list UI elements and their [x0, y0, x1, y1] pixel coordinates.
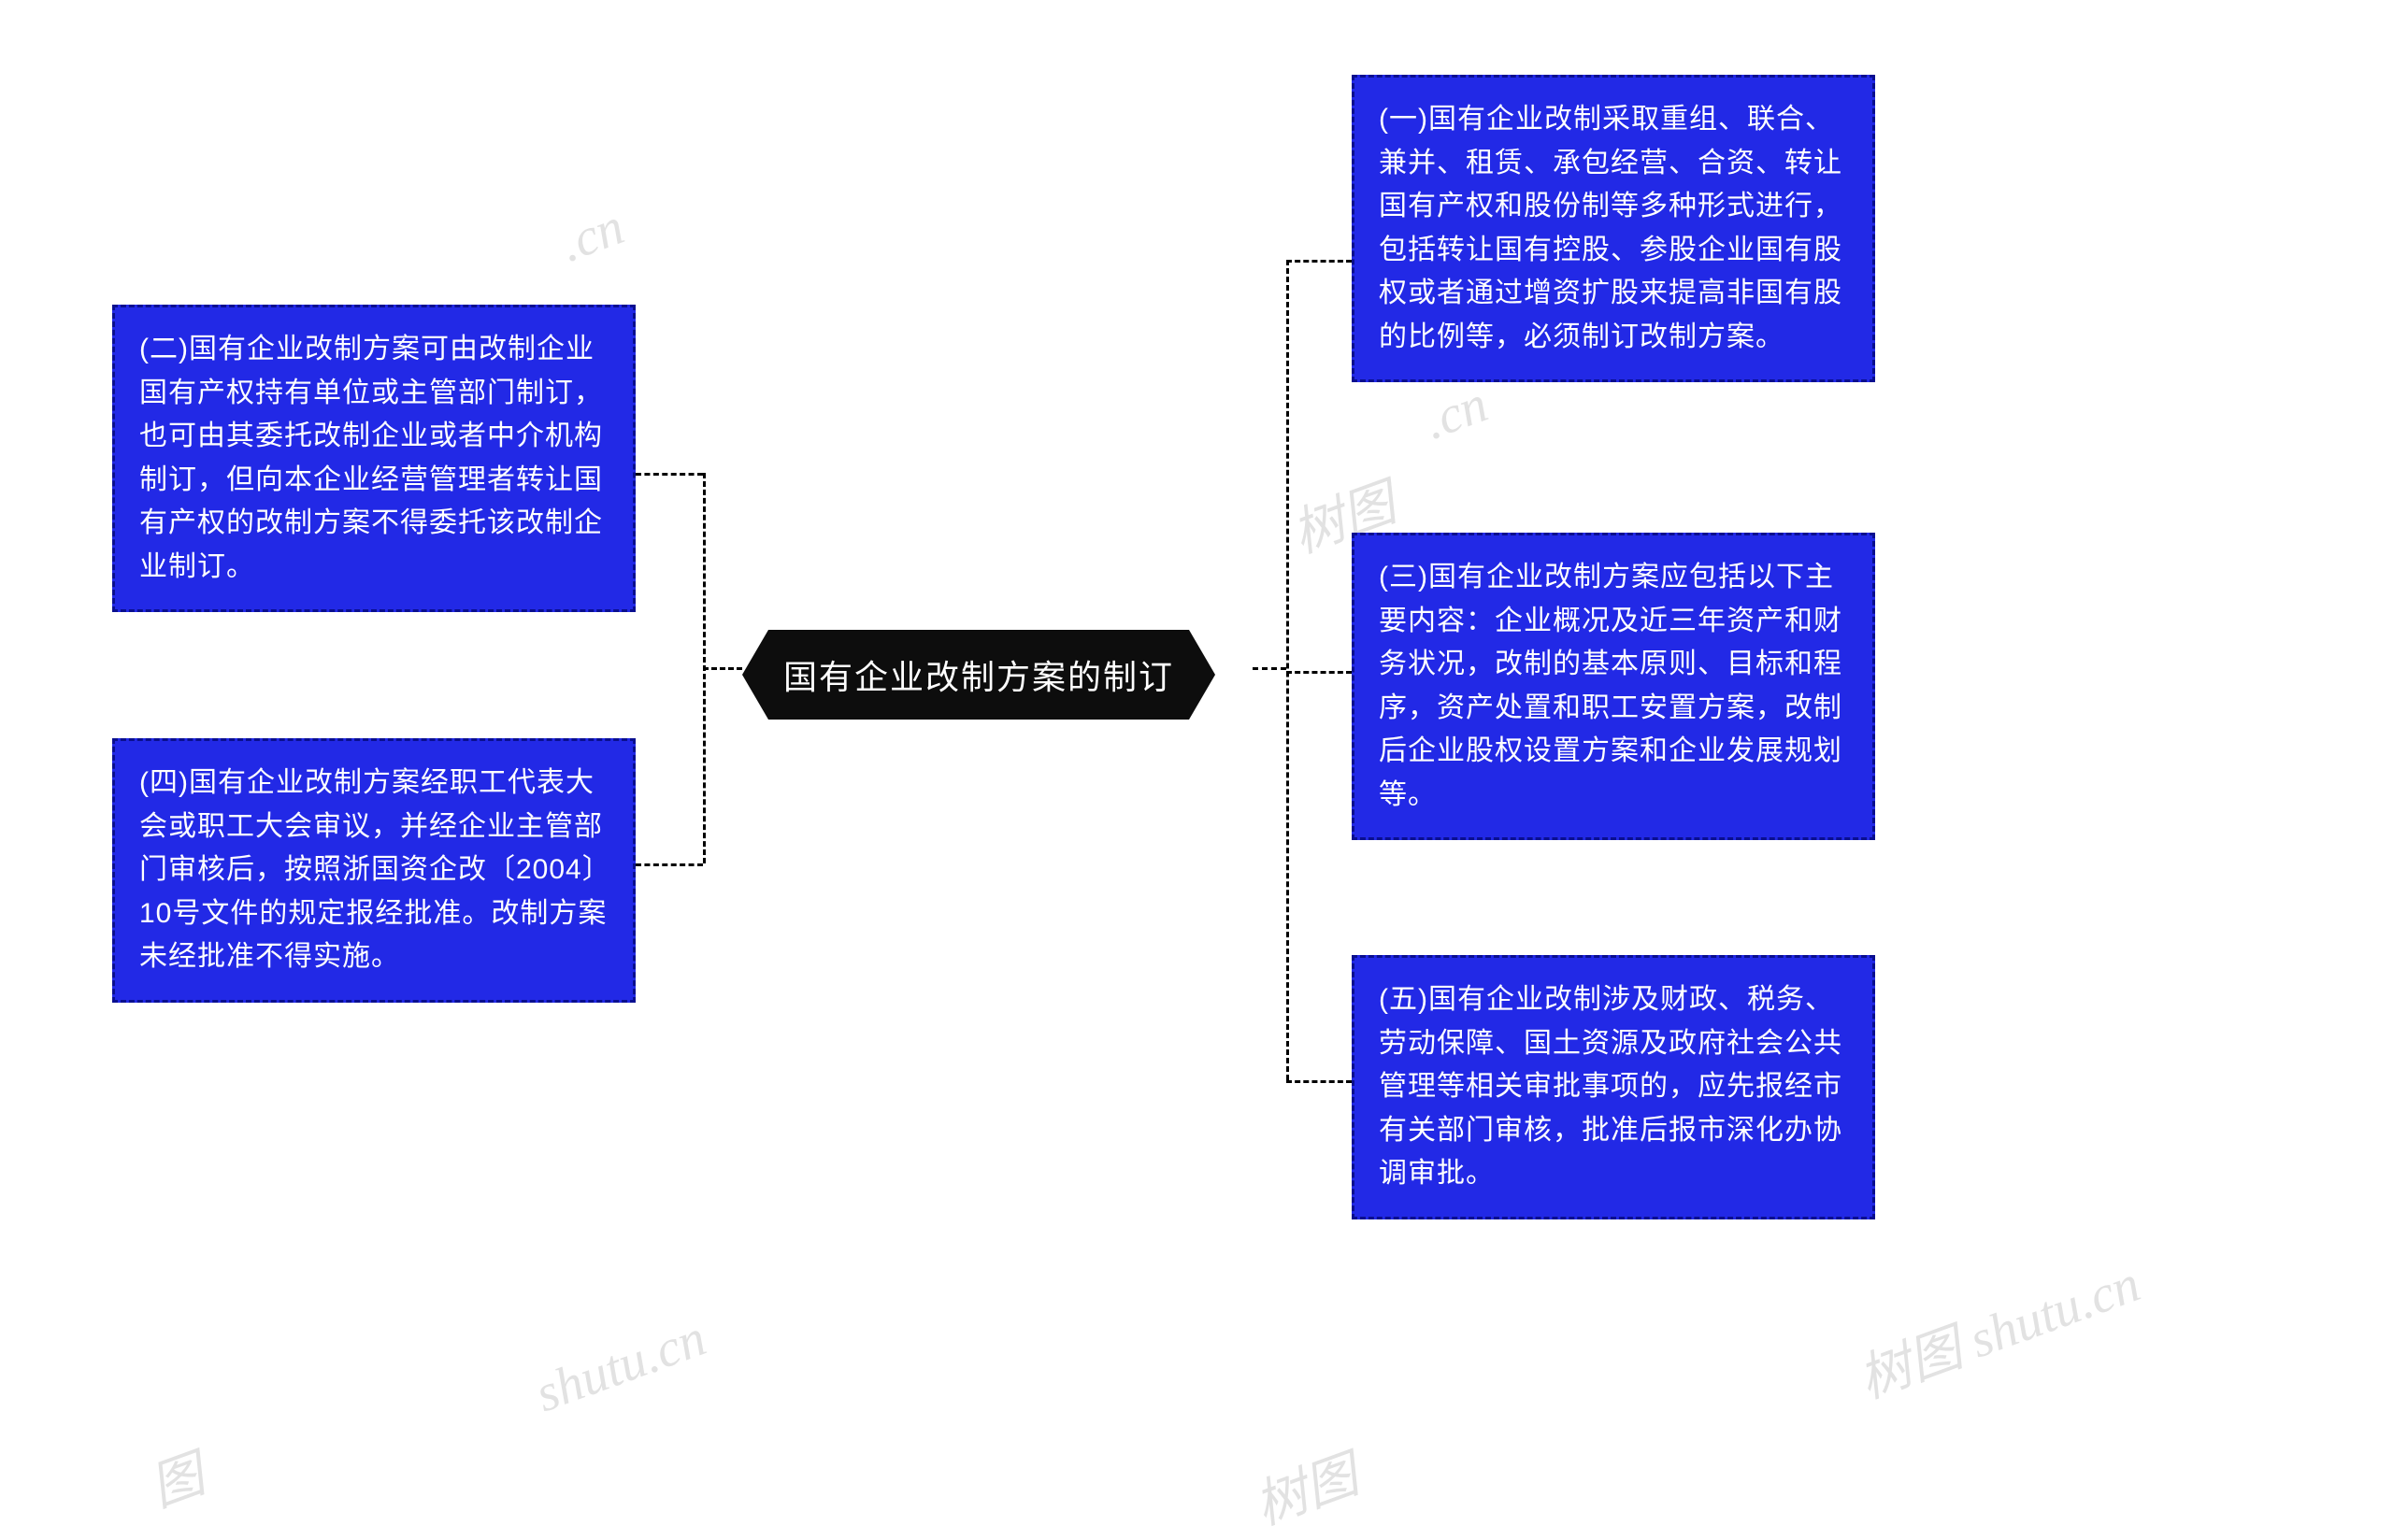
connector — [1286, 671, 1352, 674]
node-1: (一)国有企业改制采取重组、联合、兼并、租赁、承包经营、合资、转让国有产权和股份… — [1352, 75, 1875, 382]
center-node: 国有企业改制方案的制订 — [742, 630, 1215, 720]
node-4: (四)国有企业改制方案经职工代表大会或职工大会审议，并经企业主管部门审核后，按照… — [112, 738, 636, 1003]
node-3: (三)国有企业改制方案应包括以下主要内容：企业概况及近三年资产和财务状况，改制的… — [1352, 533, 1875, 840]
watermark: shutu.cn — [528, 1308, 714, 1425]
mindmap-diagram: .cn .cn 树图 shutu.cn 树图 shutu.cn 图 树图 国有企… — [0, 0, 2393, 1509]
connector — [1286, 260, 1289, 1080]
connector — [1253, 667, 1286, 670]
connector — [703, 473, 706, 863]
connector — [703, 667, 742, 670]
watermark: 树图 — [1243, 1433, 1368, 1539]
watermark: .cn — [552, 196, 632, 274]
connector — [636, 863, 703, 866]
node-5: (五)国有企业改制涉及财政、税务、劳动保障、国土资源及政府社会公共管理等相关审批… — [1352, 955, 1875, 1219]
watermark: 图 — [138, 1433, 213, 1521]
connector — [1286, 1080, 1352, 1083]
watermark: .cn — [1416, 374, 1496, 451]
connector — [636, 473, 703, 476]
node-2: (二)国有企业改制方案可由改制企业国有产权持有单位或主管部门制订，也可由其委托改… — [112, 305, 636, 612]
connector — [1286, 260, 1352, 263]
watermark: 树图 shutu.cn — [1847, 1242, 2149, 1414]
